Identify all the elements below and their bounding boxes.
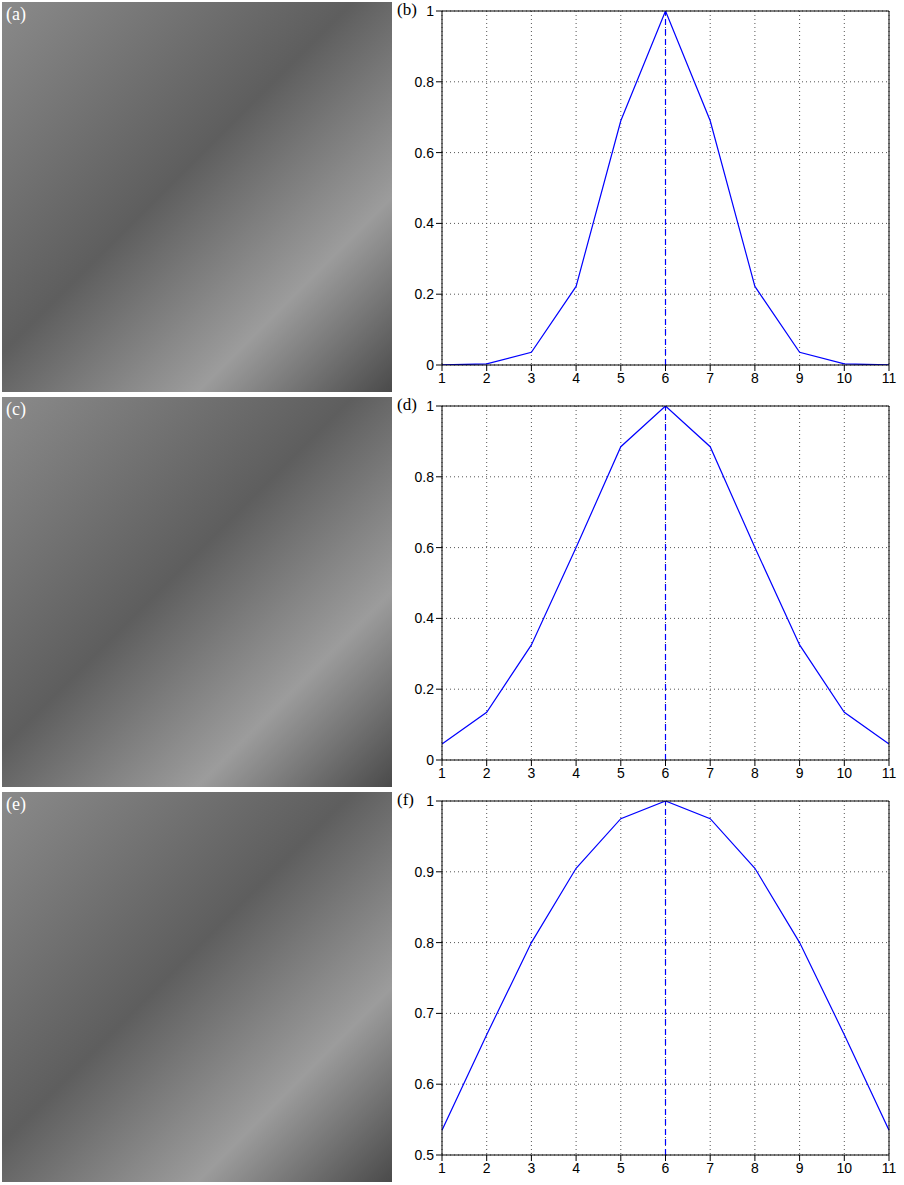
svg-text:0.8: 0.8 bbox=[415, 74, 435, 90]
svg-text:6: 6 bbox=[662, 765, 670, 781]
svg-text:0.8: 0.8 bbox=[415, 935, 435, 951]
svg-text:5: 5 bbox=[617, 1160, 625, 1176]
svg-text:10: 10 bbox=[837, 765, 853, 781]
svg-text:8: 8 bbox=[751, 1160, 759, 1176]
svg-text:4: 4 bbox=[572, 370, 580, 386]
svg-text:2: 2 bbox=[483, 1160, 491, 1176]
svg-text:0.2: 0.2 bbox=[415, 286, 435, 302]
svg-text:9: 9 bbox=[796, 370, 804, 386]
svg-text:0.8: 0.8 bbox=[415, 469, 435, 485]
svg-text:1: 1 bbox=[438, 1160, 446, 1176]
svg-text:4: 4 bbox=[572, 765, 580, 781]
svg-text:0: 0 bbox=[426, 752, 434, 768]
html-text:(b): (b) bbox=[397, 0, 417, 19]
html-text:(c): (c) bbox=[6, 399, 26, 419]
svg-text:4: 4 bbox=[572, 1160, 580, 1176]
svg-text:2: 2 bbox=[483, 765, 491, 781]
svg-text:7: 7 bbox=[706, 370, 714, 386]
svg-text:0.2: 0.2 bbox=[415, 681, 435, 697]
svg-text:0.7: 0.7 bbox=[415, 1005, 435, 1021]
svg-text:7: 7 bbox=[706, 765, 714, 781]
svg-text:0.9: 0.9 bbox=[415, 864, 435, 880]
svg-text:8: 8 bbox=[751, 765, 759, 781]
html-text:(a): (a) bbox=[6, 4, 26, 24]
svg-text:5: 5 bbox=[617, 370, 625, 386]
svg-text:0.4: 0.4 bbox=[415, 610, 435, 626]
svg-text:11: 11 bbox=[882, 1160, 897, 1176]
svg-text:1: 1 bbox=[438, 370, 446, 386]
svg-text:1: 1 bbox=[438, 765, 446, 781]
svg-text:0.6: 0.6 bbox=[415, 145, 435, 161]
svg-text:6: 6 bbox=[662, 370, 670, 386]
svg-text:9: 9 bbox=[796, 1160, 804, 1176]
svg-text:1: 1 bbox=[426, 3, 434, 19]
svg-text:10: 10 bbox=[837, 1160, 853, 1176]
html-text:(f): (f) bbox=[397, 790, 414, 809]
svg-text:0.4: 0.4 bbox=[415, 215, 435, 231]
svg-text:8: 8 bbox=[751, 370, 759, 386]
svg-text:10: 10 bbox=[837, 370, 853, 386]
svg-text:7: 7 bbox=[706, 1160, 714, 1176]
svg-text:11: 11 bbox=[882, 765, 897, 781]
svg-text:0.6: 0.6 bbox=[415, 540, 435, 556]
svg-text:1: 1 bbox=[426, 398, 434, 414]
svg-text:3: 3 bbox=[528, 765, 536, 781]
html-text:(d): (d) bbox=[397, 395, 417, 414]
svg-text:0: 0 bbox=[426, 357, 434, 373]
svg-text:0.5: 0.5 bbox=[415, 1147, 435, 1163]
svg-text:5: 5 bbox=[617, 765, 625, 781]
svg-text:2: 2 bbox=[483, 370, 491, 386]
svg-text:3: 3 bbox=[528, 1160, 536, 1176]
svg-text:11: 11 bbox=[882, 370, 897, 386]
svg-text:0.6: 0.6 bbox=[415, 1076, 435, 1092]
svg-text:1: 1 bbox=[426, 793, 434, 809]
svg-text:6: 6 bbox=[662, 1160, 670, 1176]
html-text:(e): (e) bbox=[6, 794, 26, 814]
svg-text:3: 3 bbox=[528, 370, 536, 386]
svg-text:9: 9 bbox=[796, 765, 804, 781]
